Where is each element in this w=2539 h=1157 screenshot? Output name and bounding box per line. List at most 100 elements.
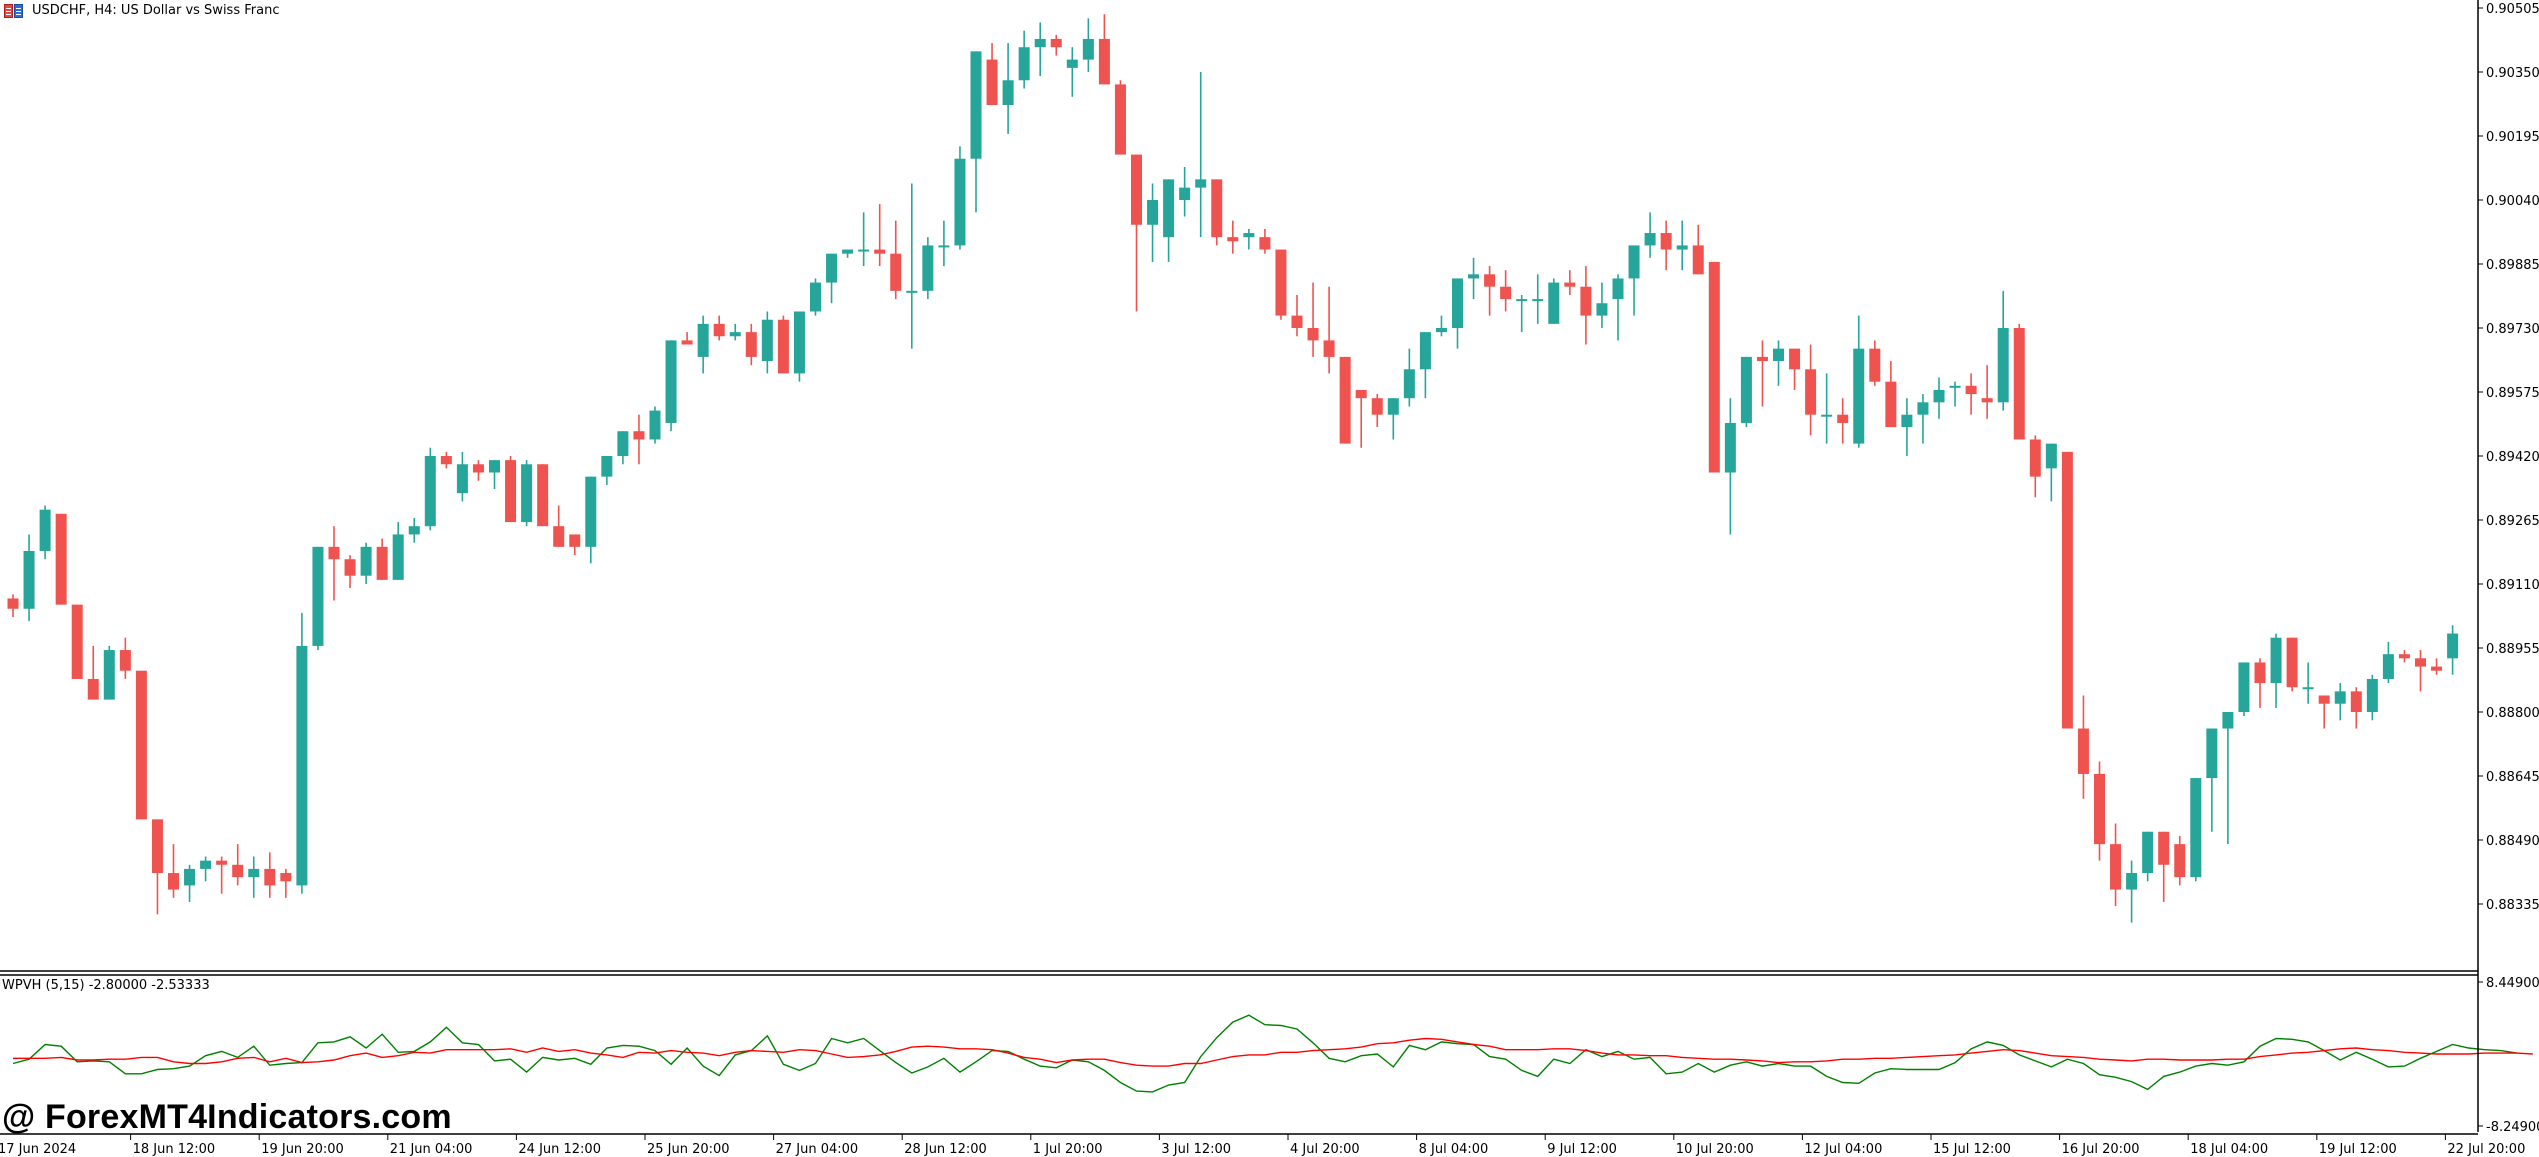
candle xyxy=(1243,228,1255,250)
candle xyxy=(1419,332,1431,399)
candle xyxy=(1612,274,1624,341)
time-tick-label: 3 Jul 12:00 xyxy=(1161,1142,1231,1157)
time-tick-label: 18 Jun 12:00 xyxy=(133,1142,216,1157)
candle xyxy=(216,856,228,894)
candle xyxy=(1227,220,1239,254)
candle xyxy=(1066,47,1078,97)
candle xyxy=(1580,266,1592,345)
candle xyxy=(1468,257,1480,300)
candle xyxy=(1805,344,1817,436)
candle xyxy=(2077,695,2089,799)
candle xyxy=(1500,270,1512,312)
chart-title: USDCHF, H4: US Dollar vs Swiss Franc xyxy=(32,3,280,18)
candle xyxy=(1131,154,1142,312)
time-tick-label: 4 Jul 20:00 xyxy=(1290,1142,1360,1157)
time-tick-label: 24 Jun 12:00 xyxy=(518,1142,601,1157)
candle xyxy=(2013,323,2025,440)
candle xyxy=(601,456,613,485)
candle xyxy=(1163,179,1175,262)
time-tick-label: 25 Jun 20:00 xyxy=(647,1142,730,1157)
candle xyxy=(2238,662,2250,717)
chart-title-bar: USDCHF, H4: US Dollar vs Swiss Franc xyxy=(4,3,279,18)
candle xyxy=(633,414,645,465)
candle xyxy=(2029,435,2041,498)
time-axis: 17 Jun 2024 18 Jun 12:00 19 Jun 20:00 21 Ju… xyxy=(0,1134,2525,1157)
candle xyxy=(585,476,597,564)
candle xyxy=(890,220,902,300)
candle xyxy=(2126,860,2138,923)
candle xyxy=(938,220,950,267)
candle xyxy=(986,43,998,106)
time-tick-label: 22 Jul 20:00 xyxy=(2447,1142,2525,1157)
candle xyxy=(1034,22,1046,77)
candle xyxy=(1869,340,1881,386)
price-tick-label: 0.90195 xyxy=(2486,130,2539,145)
candle xyxy=(2398,650,2410,663)
candle xyxy=(1708,261,1720,473)
candle xyxy=(2110,823,2122,907)
candle xyxy=(617,431,629,465)
candle xyxy=(826,253,838,304)
candle xyxy=(264,852,276,898)
candle xyxy=(472,460,484,481)
candle xyxy=(1724,398,1736,535)
candle xyxy=(1853,315,1865,448)
indicator-axis: 8.44900 -8.24900 xyxy=(2478,976,2539,1135)
candle xyxy=(1789,348,1801,390)
candle xyxy=(489,460,500,490)
price-tick-label: 0.88335 xyxy=(2486,898,2539,913)
candle xyxy=(2206,728,2218,832)
candle xyxy=(1323,286,1335,374)
candle xyxy=(23,534,35,622)
candle xyxy=(1821,373,1833,444)
time-tick-label: 21 Jun 04:00 xyxy=(390,1142,473,1157)
candle xyxy=(1965,373,1977,415)
candle xyxy=(1195,72,1207,238)
time-tick-label: 27 Jun 04:00 xyxy=(776,1142,859,1157)
price-tick-label: 0.89110 xyxy=(2486,578,2539,593)
price-tick-label: 0.88955 xyxy=(2486,642,2539,657)
time-tick-label: 28 Jun 12:00 xyxy=(904,1142,987,1157)
indicator-tick-label: -8.24900 xyxy=(2486,1120,2539,1135)
candle xyxy=(440,451,452,469)
candle xyxy=(874,204,886,267)
candle xyxy=(1532,274,1544,324)
candle xyxy=(2174,835,2186,886)
candle xyxy=(713,315,725,341)
candle xyxy=(328,526,340,601)
time-tick-label: 15 Jul 12:00 xyxy=(1933,1142,2011,1157)
candle xyxy=(1147,183,1159,262)
candle xyxy=(344,555,356,589)
candle xyxy=(280,868,292,898)
candle xyxy=(135,670,147,820)
candle xyxy=(151,819,163,915)
candle xyxy=(1114,80,1126,155)
candle xyxy=(1435,315,1447,337)
candle xyxy=(537,464,549,527)
candle xyxy=(697,315,709,374)
candle xyxy=(1933,377,1945,419)
candle xyxy=(1516,294,1528,333)
candle xyxy=(456,451,468,502)
candle xyxy=(1355,389,1367,448)
candle xyxy=(2142,831,2154,882)
candle xyxy=(119,637,131,679)
candle xyxy=(1387,398,1399,440)
candle xyxy=(2334,683,2346,721)
candle xyxy=(2222,712,2234,845)
candle xyxy=(858,212,870,267)
candle xyxy=(2094,761,2105,861)
candle xyxy=(777,315,789,374)
time-tick-label: 8 Jul 04:00 xyxy=(1419,1142,1489,1157)
candle xyxy=(7,594,19,618)
candle xyxy=(1259,228,1271,254)
candle xyxy=(1452,278,1463,349)
candle xyxy=(1981,365,1993,419)
candle xyxy=(1901,398,1913,456)
candle xyxy=(745,323,757,366)
candle xyxy=(569,534,581,556)
candle xyxy=(1660,220,1672,271)
candle xyxy=(2415,650,2426,692)
